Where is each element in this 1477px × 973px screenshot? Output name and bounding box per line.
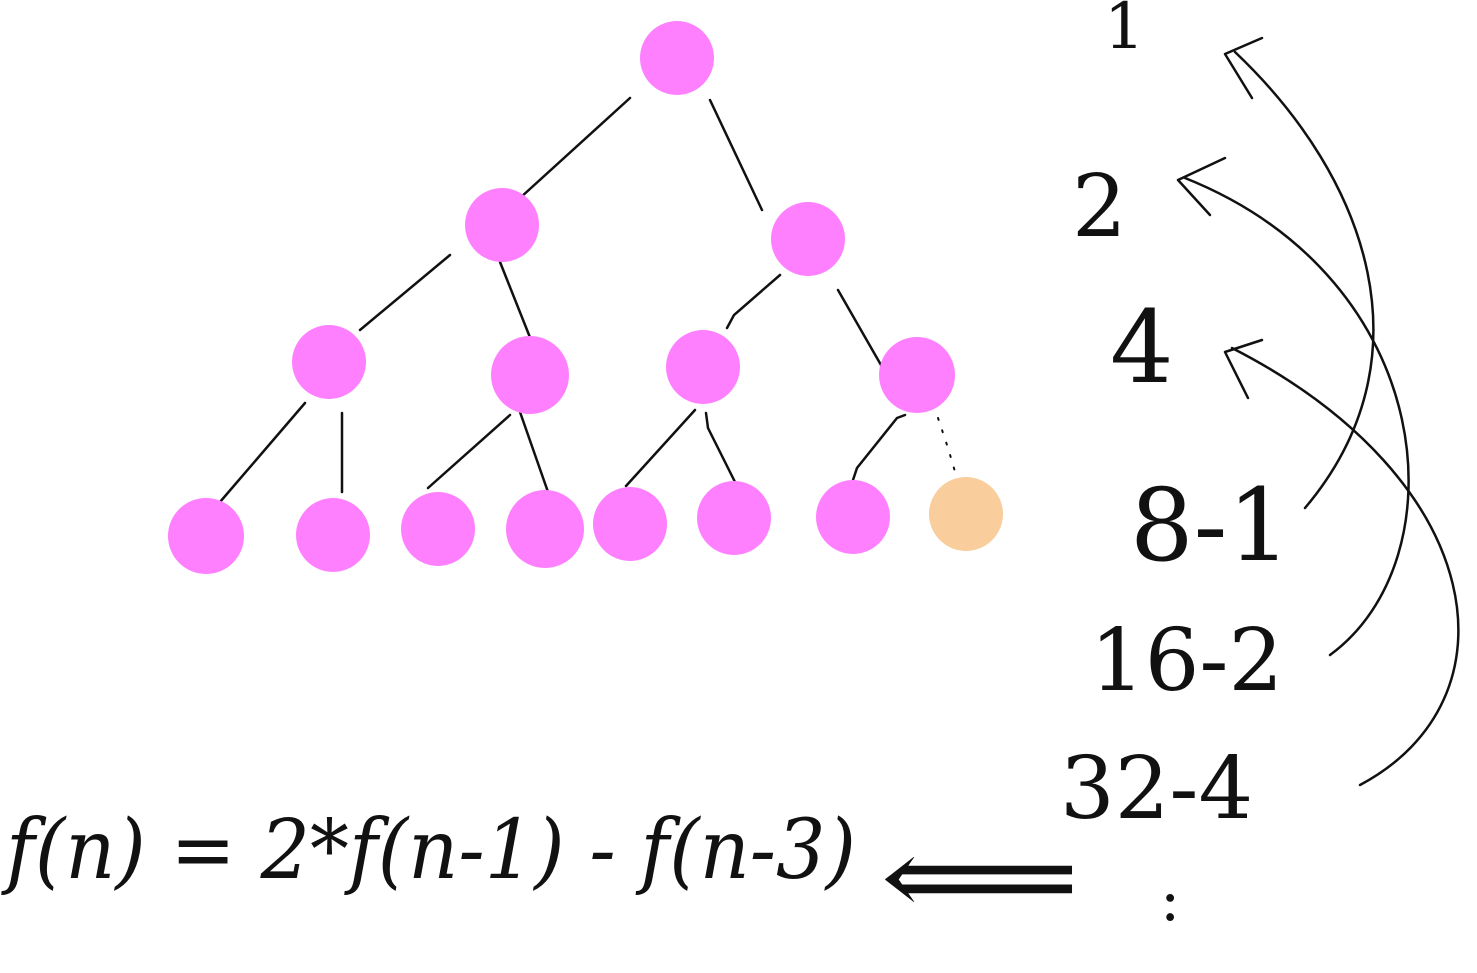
- sequence-item: 1: [1104, 0, 1145, 64]
- sequence-item: 32-4: [1060, 739, 1253, 839]
- tree-node: [666, 330, 740, 404]
- tree-node: [491, 336, 569, 414]
- tree-node: [168, 498, 244, 574]
- recurrence-formula: f(n) = 2*f(n-1) - f(n-3): [0, 803, 856, 898]
- tree-node: [640, 21, 714, 95]
- sequence-item: :: [1160, 865, 1180, 935]
- tree-edge: [704, 411, 737, 484]
- tree-edges: [218, 96, 957, 514]
- tree-edge: [624, 408, 697, 488]
- tree-node: [697, 481, 771, 555]
- tree-edge: [218, 401, 307, 504]
- tree-node: [465, 188, 539, 262]
- tree-edge: [851, 413, 907, 482]
- tree-nodes: [168, 21, 1003, 574]
- arrow-head-icon: [1223, 36, 1264, 100]
- tree-edge: [358, 253, 452, 332]
- tree-edge: [708, 98, 764, 212]
- curved-arrow: [1183, 176, 1410, 657]
- curved-arrows: [1176, 36, 1460, 787]
- tree-edge: [937, 417, 957, 476]
- tree-edge: [518, 96, 632, 200]
- tree-node: [879, 337, 955, 413]
- sequence-column: 1 2 4 8-1 16-2 32-4 :: [1060, 0, 1291, 935]
- tree-node: [292, 325, 366, 399]
- tree-edge: [725, 273, 782, 330]
- sequence-item: 2: [1072, 157, 1127, 257]
- tree-edge: [426, 413, 512, 490]
- tree-node: [401, 492, 475, 566]
- arrow-head-icon: [1223, 338, 1264, 400]
- tree-node: [506, 490, 584, 568]
- double-arrow-icon: ⟸: [880, 813, 1080, 941]
- tree-edge: [836, 288, 887, 374]
- sequence-item: 16-2: [1090, 611, 1283, 711]
- arrow-head-icon: [1176, 156, 1227, 217]
- highlighted-tree-node: [929, 477, 1003, 551]
- tree-node: [296, 498, 370, 572]
- curved-arrow: [1233, 50, 1375, 510]
- curved-arrow: [1230, 346, 1460, 787]
- tree-node: [771, 202, 845, 276]
- tree-node: [816, 480, 890, 554]
- sequence-item: 8-1: [1130, 467, 1291, 584]
- tree-node: [593, 487, 667, 561]
- sequence-item: 4: [1110, 289, 1174, 406]
